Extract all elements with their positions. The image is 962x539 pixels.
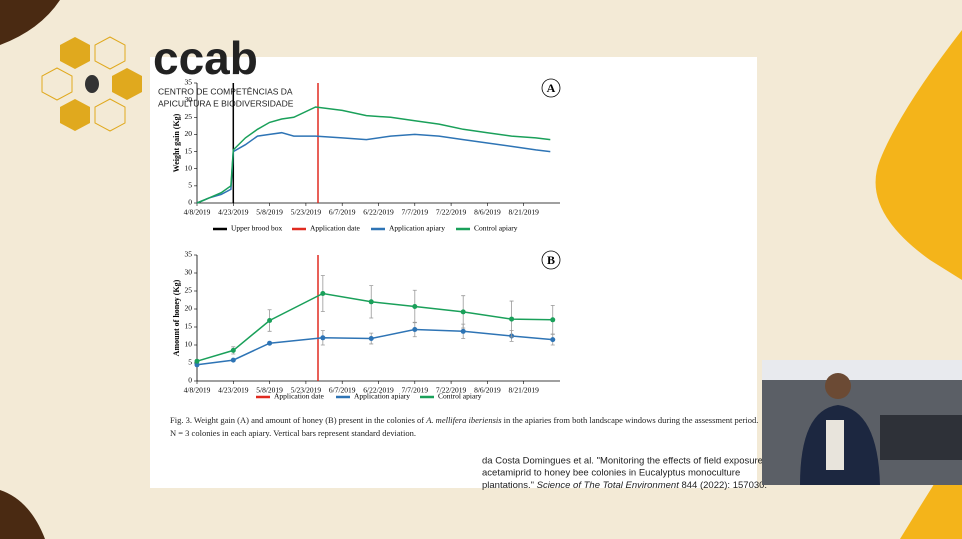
y-tick-label: 0: [188, 198, 192, 207]
point: [550, 317, 556, 323]
point: [460, 309, 466, 315]
x-tick-label: 4/23/2019: [218, 386, 249, 395]
citation-text: plantations.": [482, 480, 537, 491]
y-tick-label: 35: [185, 78, 193, 87]
y-tick-label: 35: [185, 250, 193, 259]
x-tick-label: 7/7/2019: [401, 386, 428, 395]
x-tick-label: 8/6/2019: [474, 208, 501, 217]
x-tick-label: 5/8/2019: [256, 208, 283, 217]
y-tick-label: 20: [185, 304, 193, 313]
y-tick-label: 10: [185, 340, 193, 349]
point: [412, 303, 418, 309]
corner-shape: [0, 0, 60, 45]
x-tick-label: 8/21/2019: [508, 208, 539, 217]
series-line: [196, 106, 551, 204]
citation: da Costa Domingues et al. "Monitoring th…: [482, 456, 774, 467]
y-tick-label: 30: [185, 268, 193, 277]
x-tick-label: 7/7/2019: [401, 208, 428, 217]
panel-label: A: [547, 81, 556, 95]
citation: acetamiprid to honey bee colonies in Euc…: [482, 468, 740, 479]
x-tick-label: 8/21/2019: [508, 386, 539, 395]
legend-label: Application apiary: [354, 392, 410, 401]
x-tick-label: 6/7/2019: [329, 386, 356, 395]
caption-text: A. mellifera iberiensis: [425, 415, 502, 425]
point: [194, 362, 200, 368]
point: [368, 336, 374, 342]
y-tick-label: 5: [188, 181, 192, 190]
y-axis-label: Weight gain (Kg): [172, 113, 181, 172]
point: [368, 299, 374, 305]
x-tick-label: 6/22/2019: [363, 208, 394, 217]
y-tick-label: 10: [185, 163, 193, 172]
citation-text: 844 (2022): 157030.: [679, 480, 767, 491]
caption-text: in the apiaries from both landscape wind…: [502, 415, 759, 425]
point: [320, 291, 326, 297]
x-tick-label: 4/8/2019: [184, 386, 211, 395]
legend-label: Application apiary: [389, 224, 445, 233]
point: [194, 358, 200, 364]
y-tick-label: 25: [185, 286, 193, 295]
caption: Fig. 3. Weight gain (A) and amount of ho…: [170, 415, 758, 425]
x-tick-label: 5/8/2019: [256, 386, 283, 395]
logo-name: ccab: [153, 32, 258, 84]
slide: [150, 57, 757, 488]
citation-text: Science of The Total Environment: [537, 480, 680, 491]
decor-blob: [875, 30, 962, 280]
y-tick-label: 15: [185, 322, 193, 331]
point: [320, 335, 326, 341]
point: [267, 340, 273, 346]
legend-label: Application date: [310, 224, 360, 233]
panel-badge: [541, 250, 561, 270]
x-tick-label: 8/6/2019: [474, 386, 501, 395]
point: [267, 318, 273, 324]
legend-label: Upper brood box: [231, 224, 282, 233]
logo-text: APICULTURA E BIODIVERSIDADE: [158, 98, 294, 108]
y-tick-label: 20: [185, 129, 193, 138]
logo-hexes: [41, 36, 142, 132]
x-tick-label: 6/7/2019: [329, 208, 356, 217]
point: [550, 337, 556, 343]
x-tick-label: 5/23/2019: [291, 386, 322, 395]
y-tick-label: 5: [188, 358, 192, 367]
x-tick-label: 5/23/2019: [291, 208, 322, 217]
y-axis-label: Amount of honey (Kg): [172, 279, 181, 356]
panel-label: B: [547, 253, 555, 267]
x-tick-label: 7/22/2019: [436, 386, 467, 395]
x-tick-label: 4/8/2019: [184, 208, 211, 217]
x-tick-label: 6/22/2019: [363, 386, 394, 395]
x-tick-label: 7/22/2019: [436, 208, 467, 217]
legend-label: Control apiary: [438, 392, 482, 401]
y-tick-label: 25: [185, 112, 193, 121]
point: [460, 328, 466, 334]
corner-shape: [0, 490, 45, 539]
caption: N = 3 colonies in each apiary. Vertical …: [170, 428, 416, 438]
y-tick-label: 0: [188, 376, 192, 385]
x-tick-label: 4/23/2019: [218, 208, 249, 217]
citation: plantations." Science of The Total Envir…: [482, 480, 767, 491]
point: [412, 327, 418, 333]
point: [509, 316, 515, 322]
logo-text: CENTRO DE COMPETÊNCIAS DA: [158, 86, 293, 96]
point: [230, 347, 236, 353]
video-inset: [762, 360, 962, 485]
y-tick-label: 15: [185, 146, 193, 155]
y-tick-label: 30: [185, 95, 193, 104]
panel-badge: [541, 78, 561, 98]
point: [230, 357, 236, 363]
legend-label: Control apiary: [474, 224, 518, 233]
legend-label: Application date: [274, 392, 324, 401]
caption-text: Fig. 3. Weight gain (A) and amount of ho…: [170, 415, 426, 425]
